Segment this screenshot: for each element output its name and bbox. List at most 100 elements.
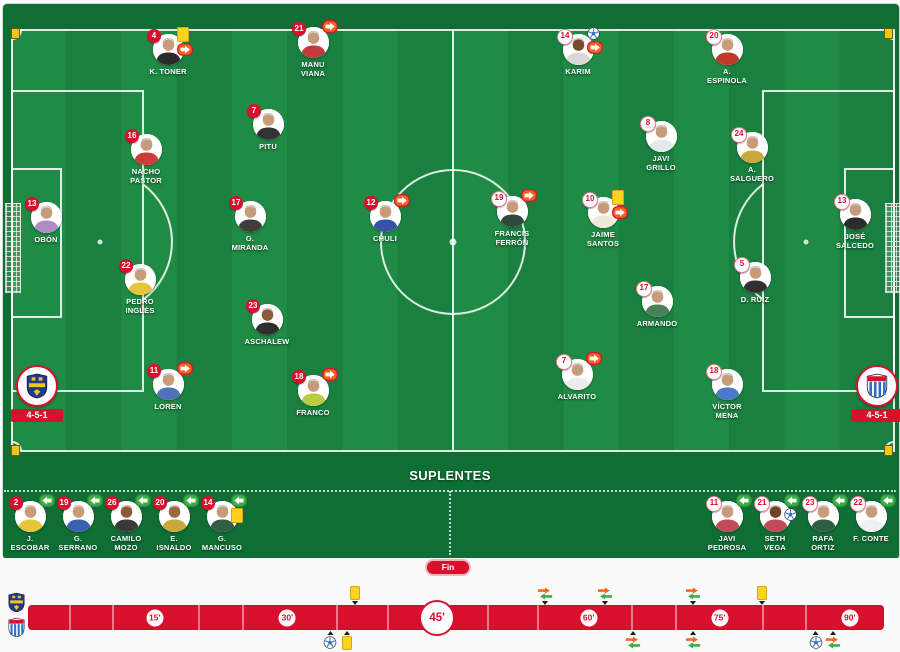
sub-off-icon bbox=[322, 20, 338, 33]
substitute-player[interactable]: 11 JAVI PEDROSA bbox=[687, 494, 767, 553]
substitute-player[interactable]: 21 SETH VEGA bbox=[735, 494, 815, 553]
timeline-segment-divider bbox=[486, 605, 489, 630]
event-pointer bbox=[690, 601, 697, 605]
player-number-badge: 4 bbox=[147, 29, 161, 43]
player-photo bbox=[234, 201, 266, 232]
timeline-segment-divider bbox=[68, 605, 71, 630]
sub-on-icon bbox=[135, 494, 151, 507]
player-event-icons bbox=[231, 494, 247, 523]
player-event-icons bbox=[177, 362, 193, 375]
player-name: KARIM bbox=[565, 67, 591, 76]
yellow-card-icon bbox=[177, 27, 189, 42]
yellow-card-icon bbox=[612, 190, 624, 205]
player-name: FRANCIS FERRÓN bbox=[494, 229, 530, 248]
player-event-icons bbox=[521, 189, 537, 202]
sub-on-icon bbox=[784, 494, 800, 507]
substitute-player[interactable]: 22 F. CONTE bbox=[831, 494, 900, 543]
player[interactable]: 16 NACHO PASTOR bbox=[106, 129, 186, 186]
player[interactable]: 4 K. TONER bbox=[128, 27, 208, 76]
goal-ball-icon bbox=[587, 27, 600, 40]
player[interactable]: 19 FRANCIS FERRÓN bbox=[472, 189, 552, 248]
player-name: J. ESCOBAR bbox=[10, 534, 50, 553]
timeline-segment-divider bbox=[241, 605, 244, 630]
player-photo bbox=[251, 304, 283, 335]
player[interactable]: 18 FRANCO bbox=[273, 368, 353, 417]
player-photo bbox=[369, 201, 401, 232]
player-event-icons bbox=[586, 352, 602, 365]
player-number-badge: 21 bbox=[754, 496, 770, 512]
player[interactable]: 22 PEDRO INGLÉS bbox=[100, 259, 180, 316]
substitution-icon bbox=[685, 587, 701, 600]
substitutes-title: SUPLENTES bbox=[409, 468, 491, 483]
sub-on-icon bbox=[39, 494, 55, 507]
timeline-bar: 15' 30' 45' 60' 75' 90' bbox=[28, 599, 884, 636]
away-team-badge: 4-5-1 bbox=[851, 365, 900, 422]
timeline-segment-divider bbox=[336, 605, 339, 630]
timeline-segment-divider bbox=[198, 605, 201, 630]
player-number-badge: 26 bbox=[105, 496, 119, 510]
timeline-segment-divider bbox=[762, 605, 765, 630]
player[interactable]: 8 JAVI GRILLO bbox=[621, 116, 701, 173]
player[interactable]: 20 A. ESPINOLA bbox=[687, 29, 767, 86]
timeline-minute-marker: 60' bbox=[578, 607, 600, 628]
sub-off-icon bbox=[177, 362, 193, 375]
player[interactable]: 7 PITU bbox=[228, 104, 308, 151]
player-number-badge: 20 bbox=[706, 29, 722, 45]
player[interactable]: 11 LOREN bbox=[128, 362, 208, 411]
substitute-player[interactable]: 14 G. MANCUSO bbox=[182, 494, 262, 553]
player[interactable]: 13 OBÓN bbox=[6, 197, 86, 244]
substitute-player[interactable]: 26 CAMILO MOZO bbox=[86, 494, 166, 553]
player-number-badge: 12 bbox=[364, 196, 378, 210]
sub-on-icon bbox=[231, 494, 247, 507]
player-event-icons bbox=[784, 494, 800, 521]
substitute-player[interactable]: 19 G. SERRANO bbox=[38, 494, 118, 553]
player-event-icons bbox=[736, 494, 752, 507]
player-name: A. SALGUERO bbox=[729, 165, 775, 184]
player[interactable]: 17 ARMANDO bbox=[617, 281, 697, 328]
player[interactable]: 18 VÍCTOR MENA bbox=[687, 364, 767, 421]
player-name: CAMILO MOZO bbox=[110, 534, 142, 553]
player-number-badge: 13 bbox=[834, 194, 850, 210]
goal-ball-icon bbox=[323, 636, 337, 649]
sub-off-icon bbox=[177, 43, 193, 56]
player[interactable]: 10 JAIME SANTOS bbox=[563, 190, 643, 249]
player-photo bbox=[807, 501, 839, 532]
event-pointer bbox=[758, 601, 765, 605]
match-status-badge: Fin bbox=[427, 561, 469, 574]
sub-off-icon bbox=[322, 368, 338, 381]
event-pointer bbox=[812, 631, 819, 635]
player[interactable]: 7 ALVARITO bbox=[537, 352, 617, 401]
timeline-segment-divider bbox=[111, 605, 114, 630]
substitute-player[interactable]: 20 E. ISNALDO bbox=[134, 494, 214, 553]
yellow-card-icon bbox=[342, 636, 353, 650]
sub-on-icon bbox=[736, 494, 752, 507]
player-name: G. MIRANDA bbox=[231, 234, 269, 253]
timeline-minute-marker: 15' bbox=[144, 607, 166, 628]
substitute-player[interactable]: 2 J. ESCOBAR bbox=[0, 494, 70, 553]
corner-flag bbox=[11, 28, 20, 39]
event-pointer bbox=[344, 631, 351, 635]
minute-label: 75' bbox=[713, 612, 726, 623]
substitute-player[interactable]: 23 RAFA ORTIZ bbox=[783, 494, 863, 553]
player-number-badge: 19 bbox=[491, 191, 507, 207]
away-team-crest-small bbox=[7, 616, 26, 638]
event-pointer bbox=[630, 631, 637, 635]
player[interactable]: 5 D. RUIZ bbox=[715, 257, 795, 304]
player[interactable]: 23 ASCHALEW bbox=[227, 299, 307, 346]
player[interactable]: 12 CHULI bbox=[345, 194, 425, 243]
player-name: D. RUIZ bbox=[740, 295, 770, 304]
sub-off-icon bbox=[587, 41, 603, 54]
player-event-icons bbox=[183, 494, 199, 507]
player-photo bbox=[641, 286, 673, 317]
player-name: G. MANCUSO bbox=[201, 534, 243, 553]
minute-label: 15' bbox=[148, 612, 161, 623]
player[interactable]: 24 A. SALGUERO bbox=[712, 127, 792, 184]
player[interactable]: 13 JOSÉ SALCEDO bbox=[815, 194, 895, 251]
player[interactable]: 21 MANU VIANA bbox=[273, 20, 353, 79]
player-number-badge: 16 bbox=[125, 129, 139, 143]
player-photo bbox=[839, 199, 871, 230]
timeline-minute-marker: 75' bbox=[709, 607, 731, 628]
player[interactable]: 14 KARIM bbox=[538, 27, 618, 76]
player-number-badge: 23 bbox=[802, 496, 818, 512]
player[interactable]: 17 G. MIRANDA bbox=[210, 196, 290, 253]
